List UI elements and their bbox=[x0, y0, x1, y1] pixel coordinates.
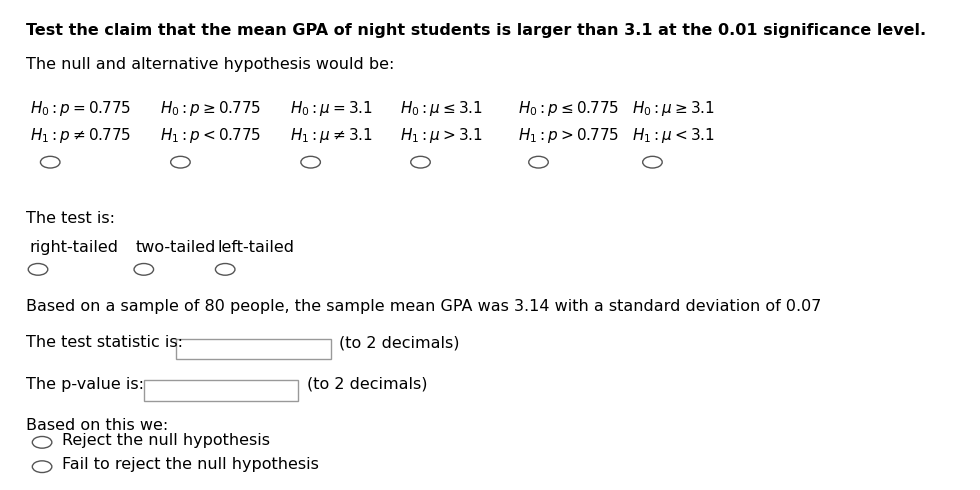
Text: $H_0: \mu \geq 3.1$: $H_0: \mu \geq 3.1$ bbox=[632, 99, 715, 118]
Text: $H_0: \mu = 3.1$: $H_0: \mu = 3.1$ bbox=[290, 99, 373, 118]
Text: $H_1: \mu > 3.1$: $H_1: \mu > 3.1$ bbox=[400, 125, 483, 145]
Text: $H_1: \mu \neq 3.1$: $H_1: \mu \neq 3.1$ bbox=[290, 125, 373, 145]
FancyBboxPatch shape bbox=[176, 339, 331, 360]
Text: $H_0: \mu \leq 3.1$: $H_0: \mu \leq 3.1$ bbox=[400, 99, 483, 118]
Text: The p-value is:: The p-value is: bbox=[25, 376, 144, 392]
Text: Test the claim that the mean GPA of night students is larger than 3.1 at the 0.0: Test the claim that the mean GPA of nigh… bbox=[25, 24, 926, 38]
Text: right-tailed: right-tailed bbox=[29, 240, 119, 255]
Text: $H_0: p \geq 0.775$: $H_0: p \geq 0.775$ bbox=[160, 99, 262, 118]
Text: $H_1: \mu < 3.1$: $H_1: \mu < 3.1$ bbox=[632, 125, 715, 145]
Text: The null and alternative hypothesis would be:: The null and alternative hypothesis woul… bbox=[25, 57, 394, 73]
Text: $H_1: p \neq 0.775$: $H_1: p \neq 0.775$ bbox=[29, 125, 131, 145]
Text: Based on this we:: Based on this we: bbox=[25, 418, 168, 433]
Text: Based on a sample of 80 people, the sample mean GPA was 3.14 with a standard dev: Based on a sample of 80 people, the samp… bbox=[25, 298, 821, 314]
Text: $H_1: p > 0.775$: $H_1: p > 0.775$ bbox=[518, 125, 619, 145]
Text: $H_0: p = 0.775$: $H_0: p = 0.775$ bbox=[29, 99, 131, 118]
Text: The test is:: The test is: bbox=[25, 211, 115, 226]
Text: Fail to reject the null hypothesis: Fail to reject the null hypothesis bbox=[63, 457, 319, 472]
Text: left-tailed: left-tailed bbox=[217, 240, 294, 255]
Text: (to 2 decimals): (to 2 decimals) bbox=[307, 376, 427, 392]
Text: $H_1: p < 0.775$: $H_1: p < 0.775$ bbox=[160, 125, 262, 145]
Text: two-tailed: two-tailed bbox=[135, 240, 216, 255]
Text: $H_0: p \leq 0.775$: $H_0: p \leq 0.775$ bbox=[518, 99, 619, 118]
Text: The test statistic is:: The test statistic is: bbox=[25, 335, 183, 350]
Text: (to 2 decimals): (to 2 decimals) bbox=[339, 335, 460, 350]
FancyBboxPatch shape bbox=[144, 380, 299, 401]
Text: Reject the null hypothesis: Reject the null hypothesis bbox=[63, 433, 270, 447]
